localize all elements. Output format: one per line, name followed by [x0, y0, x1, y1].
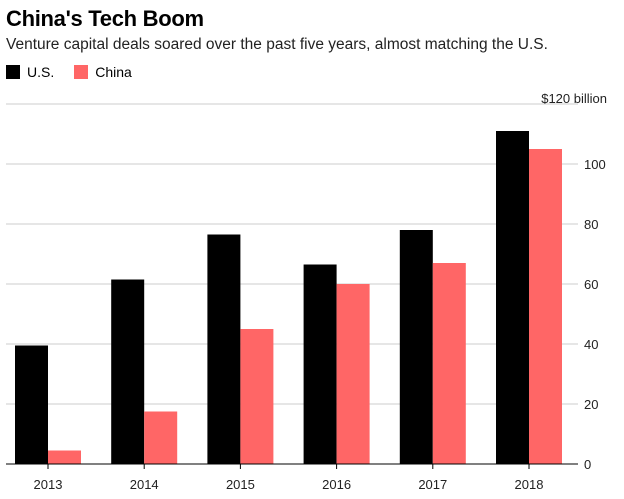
legend-item-china: China: [74, 64, 132, 80]
bar-china: [336, 284, 370, 464]
chart-title: China's Tech Boom: [6, 6, 204, 31]
bar-us: [303, 264, 337, 464]
legend-label-us: U.S.: [27, 64, 55, 80]
y-tick-label: 60: [584, 277, 598, 292]
legend-swatch-china: [74, 65, 89, 79]
bar-us: [207, 234, 241, 464]
legend: U.S. China: [6, 64, 152, 80]
x-tick-label: 2018: [515, 477, 544, 492]
chart-subtitle: Venture capital deals soared over the pa…: [6, 36, 548, 53]
x-tick-label: 2013: [34, 477, 63, 492]
bar-us: [496, 131, 529, 464]
bar-us: [399, 230, 433, 464]
y-tick-label: 40: [584, 337, 598, 352]
bar-us: [111, 279, 145, 464]
y-tick-label: 20: [584, 397, 598, 412]
y-tick-label: 80: [584, 217, 598, 232]
legend-label-china: China: [95, 64, 132, 80]
bar-us: [15, 345, 48, 464]
bar-china: [240, 329, 274, 464]
x-tick-label: 2015: [226, 477, 255, 492]
legend-swatch-us: [6, 65, 20, 79]
y-tick-label: 0: [584, 457, 591, 472]
legend-item-us: U.S.: [6, 64, 54, 80]
y-tick-label: 100: [584, 157, 606, 172]
bar-china: [432, 263, 466, 464]
y-tick-label: $120 billion: [541, 91, 607, 106]
bar-china: [48, 450, 81, 464]
bar-china: [144, 411, 178, 464]
x-tick-label: 2014: [130, 477, 159, 492]
x-tick-label: 2017: [418, 477, 447, 492]
bar-china: [529, 149, 562, 464]
x-tick-label: 2016: [322, 477, 351, 492]
